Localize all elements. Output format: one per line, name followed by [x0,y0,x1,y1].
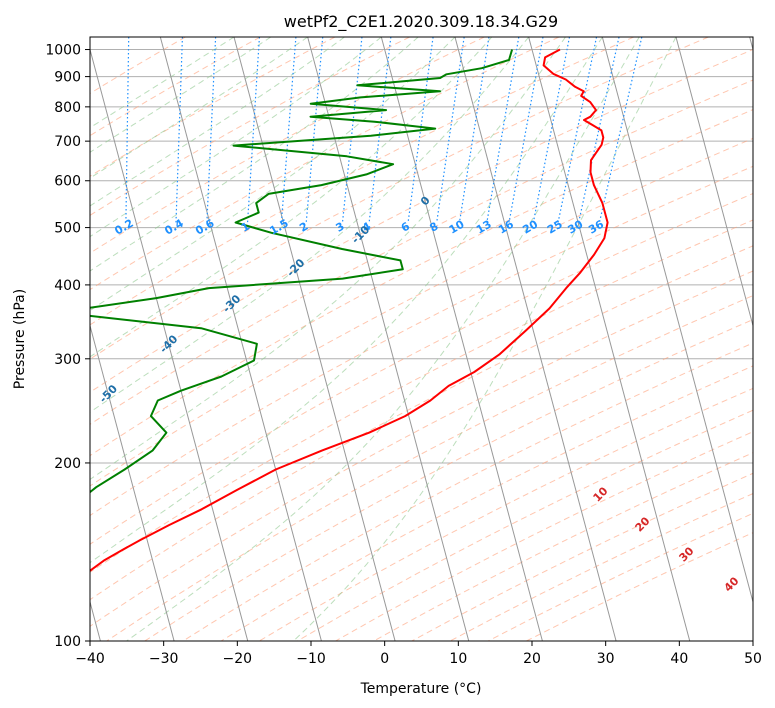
dry-adiabat-line [90,37,485,254]
dry-adiabat-line [90,48,753,393]
x-tick-label: −30 [149,651,179,667]
moist-adiabat-line [90,37,382,238]
moist-adiabat-line [90,37,530,413]
dry-adiabat-line [90,219,753,573]
temperature-profile-line [90,48,609,572]
moist-adiabat-line [90,37,419,272]
dry-adiabat-line [144,319,753,641]
dry-adiabat-line [90,192,753,545]
y-axis-label: Pressure (hPa) [12,289,28,389]
dry-adiabat-line [90,245,753,601]
y-tick-label: 400 [54,278,81,294]
mixing-ratio-line [368,37,392,223]
x-tick-label: −40 [75,651,105,667]
x-tick-label: −20 [223,651,253,667]
mixing-ratio-line [532,37,571,223]
y-tick-label: 600 [54,174,81,190]
dry-adiabat-line [90,79,753,425]
mixing-ratio-line [206,37,217,223]
mixing-ratio-line [486,37,520,223]
moist-adiabat-line [90,37,345,207]
mixing-ratio-line [246,37,261,223]
mixing-ratio-line [458,37,490,223]
x-tick-label: 10 [449,651,467,667]
chart-title: wetPf2_C2E1.2020.309.18.34.G29 [284,12,558,32]
moist-adiabat-line [293,37,677,641]
mixing-ratio-line [175,37,184,223]
moist-adiabat-line [90,37,493,358]
moist-adiabat-line [90,37,272,153]
x-axis-label: Temperature (°C) [360,681,482,697]
mixing-ratio-line [280,37,297,223]
dry-adiabat-line [106,295,753,641]
mixing-ratio-line [341,37,363,223]
mixing-ratio-line [305,37,324,223]
dry-adiabat-line [90,37,634,326]
mixing-ratio-line [436,37,465,223]
y-tick-label: 800 [54,100,81,116]
moist-adiabat-line [90,37,603,564]
isotherm-line [380,37,543,641]
x-tick-label: −10 [296,651,326,667]
dry-adiabat-line [90,37,709,360]
x-tick-label: 40 [670,651,688,667]
dry-adiabat-line [90,37,186,95]
moist-adiabat-line [90,37,308,179]
x-tick-label: 0 [380,651,389,667]
isotherm-line [454,37,617,641]
dry-adiabat-line [259,387,753,641]
mixing-ratio-line [125,37,130,223]
dry-adiabat-line [90,137,753,487]
isotherm-line [675,37,753,328]
y-tick-label: 100 [54,634,81,650]
isotherm-line [601,37,753,604]
plot-frame [89,36,754,642]
y-tick-label: 900 [54,70,81,86]
isotherm-line [90,323,175,641]
mixing-ratio-line [508,37,544,223]
moist-adiabat-line [90,37,566,481]
y-tick-label: 700 [54,134,81,150]
y-tick-label: 500 [54,221,81,237]
isotherm-line [233,37,396,641]
x-tick-label: 30 [597,651,615,667]
moist-adiabat-line [90,37,235,129]
isotherm-line [528,37,691,641]
y-tick-label: 300 [54,352,81,368]
isotherm-line [90,47,249,641]
x-tick-label: 50 [744,651,762,667]
dry-adiabat-line [90,37,560,291]
y-tick-label: 200 [54,456,81,472]
x-tick-label: 20 [523,651,541,667]
dry-adiabat-line [220,365,753,641]
moist-adiabat-line [90,37,456,312]
y-tick-label: 1000 [45,43,81,59]
dewpoint-profile-line [90,49,514,494]
